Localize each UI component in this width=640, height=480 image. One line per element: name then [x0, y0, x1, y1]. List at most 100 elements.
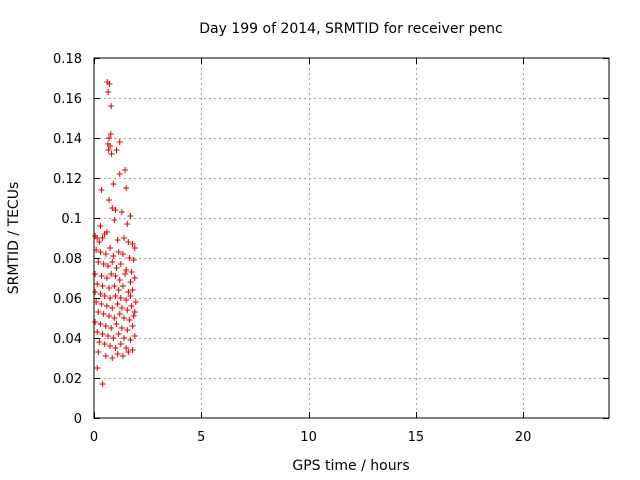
x-axis-label: GPS time / hours [292, 458, 409, 474]
data-point [123, 185, 130, 191]
data-point [110, 253, 117, 259]
data-point [117, 295, 124, 301]
data-point [126, 255, 133, 261]
data-point [109, 305, 116, 311]
data-point [112, 345, 119, 351]
data-point [92, 289, 99, 295]
data-point [116, 277, 123, 283]
data-point [106, 197, 113, 203]
data-point [115, 249, 122, 255]
data-point [131, 333, 138, 339]
data-point [100, 261, 107, 267]
data-point [121, 335, 128, 341]
data-point [105, 147, 112, 153]
data-point [95, 349, 102, 355]
data-point [107, 343, 114, 349]
data-point [108, 271, 115, 277]
data-point [111, 283, 118, 289]
data-point [94, 235, 101, 241]
data-point [107, 295, 114, 301]
data-point [99, 381, 106, 387]
y-tick-label: 0.02 [53, 372, 82, 387]
y-tick-label: 0.08 [53, 252, 82, 267]
data-point [107, 143, 114, 149]
data-point [114, 351, 121, 357]
data-point [131, 275, 138, 281]
data-point [102, 353, 109, 359]
x-tick-label: 20 [515, 430, 532, 445]
data-point [94, 329, 101, 335]
data-point [113, 321, 120, 327]
y-tick-label: 0.1 [61, 212, 82, 227]
data-point [124, 327, 131, 333]
data-point [127, 337, 134, 343]
data-point [128, 269, 135, 275]
data-point [110, 335, 117, 341]
data-point [129, 287, 136, 293]
data-point [106, 313, 113, 319]
data-point [102, 251, 109, 257]
y-axis-label: SRMTID / TECUs [6, 182, 22, 295]
data-point [129, 241, 136, 247]
data-point [97, 249, 104, 255]
data-point [114, 237, 121, 243]
x-tick-label: 15 [408, 430, 425, 445]
data-point [113, 265, 120, 271]
data-point [112, 273, 119, 279]
data-point [110, 181, 117, 187]
y-tick-labels: 0 0.02 0.04 0.06 0.08 0.1 0.12 0.14 0.16 0.18 [53, 52, 82, 427]
data-point [118, 305, 125, 311]
data-point [125, 239, 132, 245]
data-point [115, 331, 122, 337]
data-point [119, 251, 126, 257]
data-point [106, 81, 113, 87]
data-point [129, 323, 136, 329]
data-point [92, 319, 99, 325]
data-point [114, 301, 121, 307]
data-point [115, 287, 122, 293]
data-point [124, 221, 131, 227]
data-point [101, 341, 108, 347]
data-point [99, 283, 106, 289]
data-point [106, 135, 113, 141]
data-point [123, 267, 130, 273]
data-point [106, 285, 113, 291]
y-tick-label: 0 [74, 412, 82, 427]
data-point [116, 139, 123, 145]
data-point [100, 311, 107, 317]
data-point [118, 209, 125, 215]
data-point [125, 349, 132, 355]
data-point [104, 333, 111, 339]
data-point [109, 355, 116, 361]
data-point [92, 271, 99, 277]
data-point [123, 297, 130, 303]
data-point [98, 273, 105, 279]
data-point [123, 345, 130, 351]
data-point [102, 323, 109, 329]
data-point [122, 271, 129, 277]
chart-title: Day 199 of 2014, SRMTID for receiver pen… [199, 21, 502, 37]
data-point [97, 321, 104, 327]
data-point [93, 247, 100, 253]
data-point [126, 317, 133, 323]
data-point [109, 205, 116, 211]
data-point [99, 235, 106, 241]
data-point [103, 275, 110, 281]
data-point [122, 167, 129, 173]
data-point [119, 353, 126, 359]
data-point [121, 235, 128, 241]
y-tick-label: 0.14 [53, 132, 82, 147]
data-point [101, 293, 108, 299]
data-point [124, 307, 131, 313]
data-point [119, 283, 126, 289]
data-point [105, 89, 112, 95]
y-tick-label: 0.18 [53, 52, 82, 67]
y-tick-label: 0.04 [53, 332, 82, 347]
data-point [93, 299, 100, 305]
data-point [116, 171, 123, 177]
data-point [131, 245, 138, 251]
data-point [108, 325, 115, 331]
data-point [107, 245, 114, 251]
data-point [96, 239, 103, 245]
